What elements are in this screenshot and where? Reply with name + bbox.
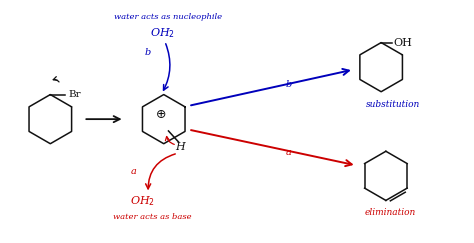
Text: water acts as base: water acts as base <box>113 213 191 221</box>
Text: OH$_2$: OH$_2$ <box>130 194 155 208</box>
Text: Br: Br <box>68 90 81 99</box>
Text: substitution: substitution <box>366 100 420 109</box>
Text: ⊕: ⊕ <box>156 108 167 121</box>
Text: a: a <box>286 148 292 157</box>
Text: b: b <box>286 80 292 89</box>
Text: water acts as nucleophile: water acts as nucleophile <box>114 13 222 21</box>
Text: OH: OH <box>393 38 412 48</box>
Text: a: a <box>131 167 137 176</box>
Text: H: H <box>175 142 185 153</box>
Text: elimination: elimination <box>365 208 416 217</box>
Text: OH$_2$: OH$_2$ <box>150 26 175 40</box>
Text: b: b <box>144 48 150 57</box>
